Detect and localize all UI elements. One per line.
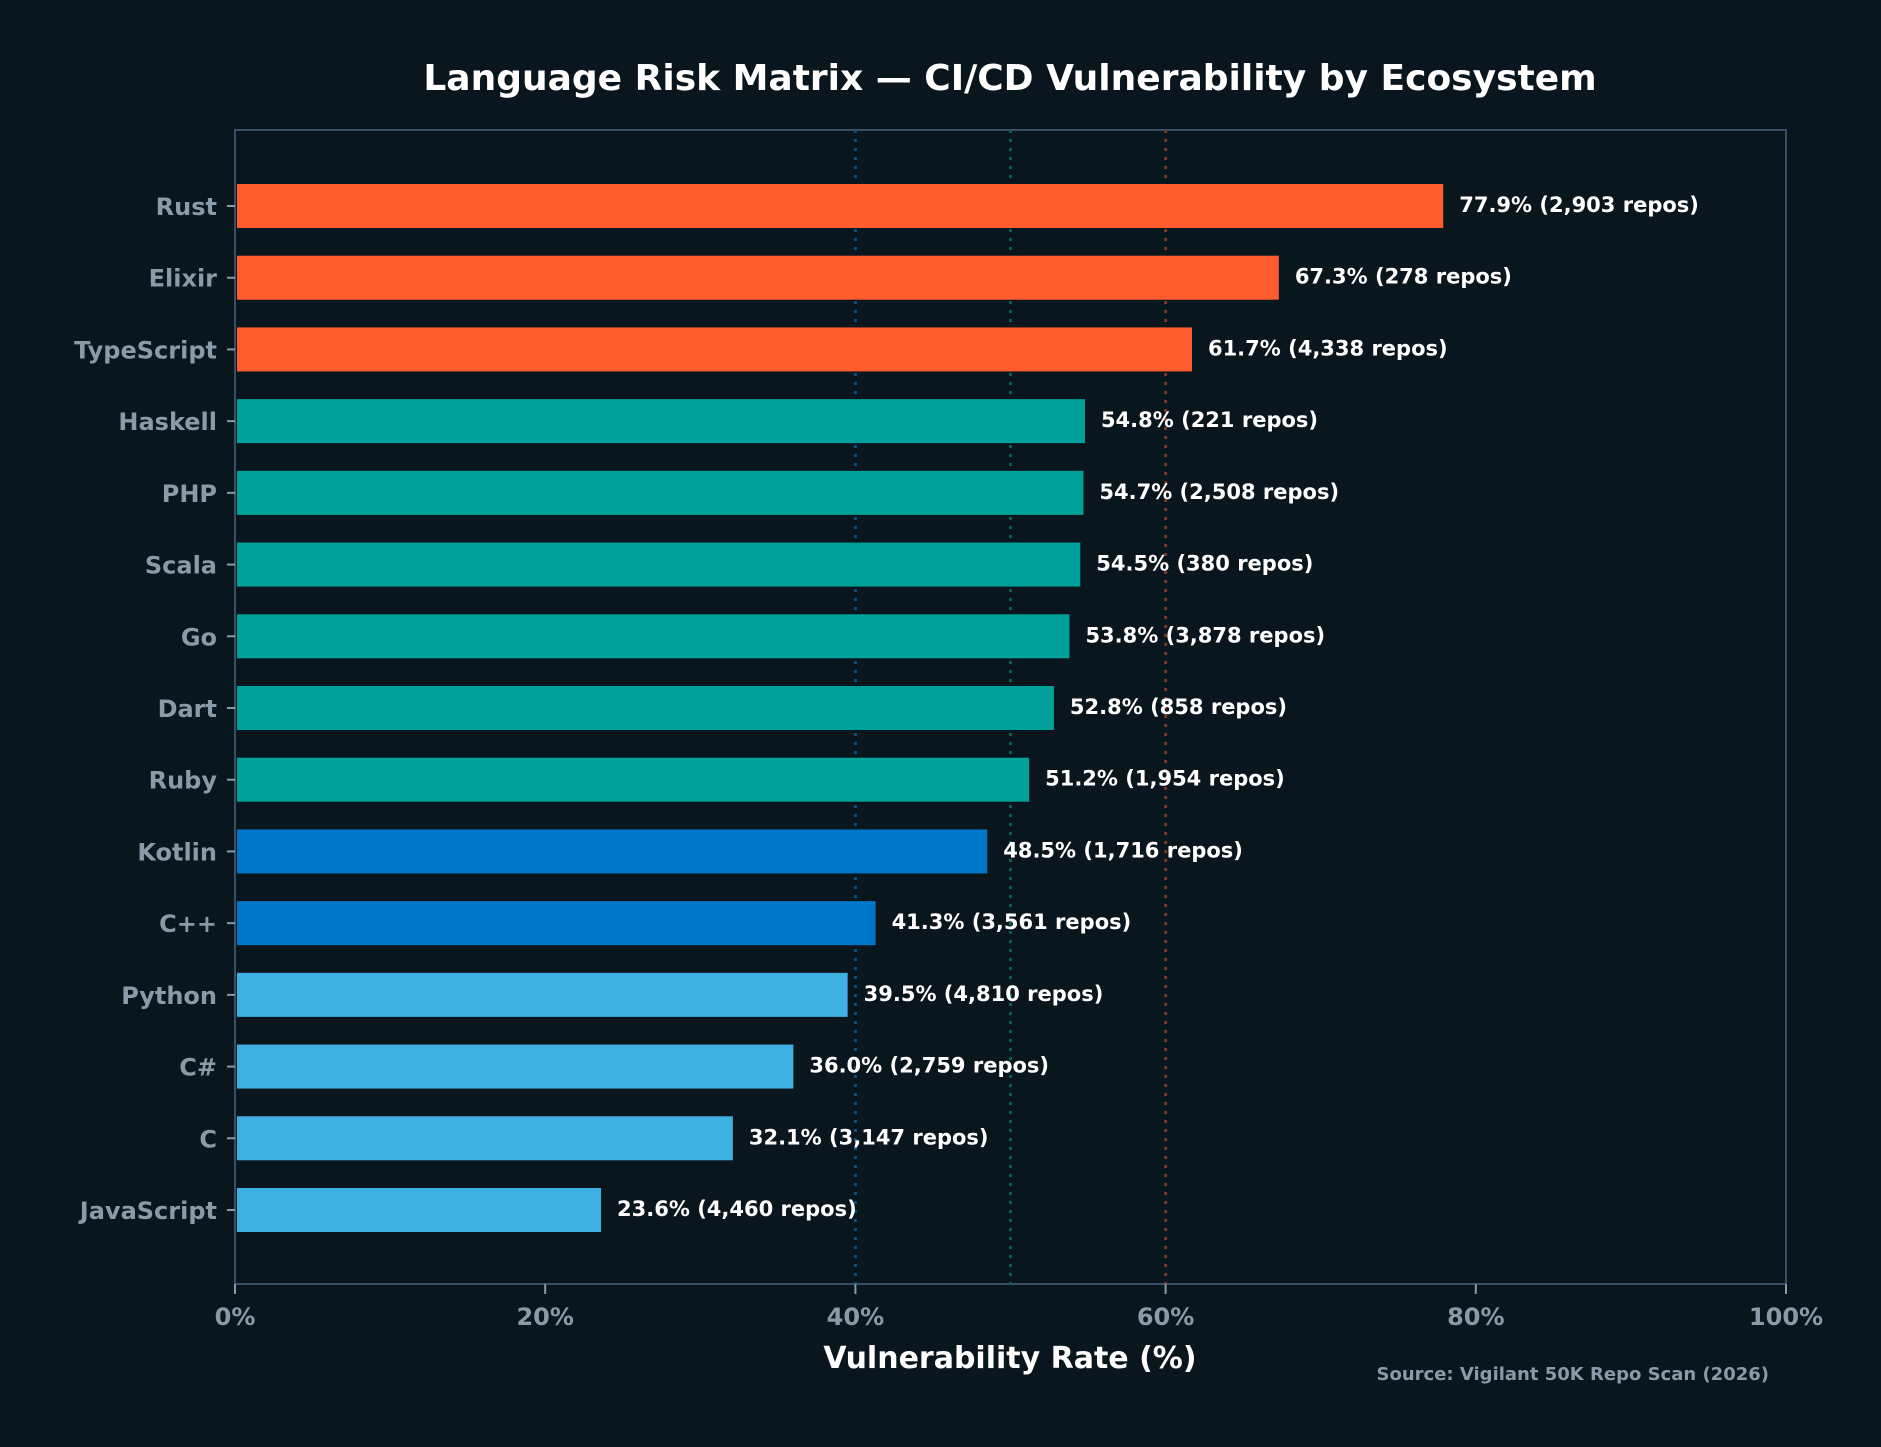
data-label: 32.1% (3,147 repos) <box>749 1125 989 1149</box>
y-tick-label: C# <box>179 1054 217 1082</box>
x-tick-label: 100% <box>1749 1303 1823 1331</box>
x-tick-label: 0% <box>215 1303 256 1331</box>
bar <box>237 972 848 1017</box>
data-label: 23.6% (4,460 repos) <box>617 1197 857 1221</box>
x-tick-label: 80% <box>1447 1303 1504 1331</box>
bar <box>237 470 1084 515</box>
y-tick-label: Kotlin <box>137 838 217 866</box>
y-tick-label: PHP <box>162 480 217 508</box>
bar <box>237 327 1192 372</box>
data-label: 48.5% (1,716 repos) <box>1003 838 1243 862</box>
data-label: 54.5% (380 repos) <box>1096 552 1313 576</box>
bar <box>237 1188 602 1232</box>
bar <box>237 184 1444 228</box>
x-tick-label: 40% <box>827 1303 884 1331</box>
chart-title: Language Risk Matrix — CI/CD Vulnerabili… <box>423 58 1596 99</box>
source-note: Source: Vigilant 50K Repo Scan (2026) <box>1377 1364 1769 1385</box>
x-tick-label: 20% <box>516 1303 573 1331</box>
x-tick-label: 60% <box>1137 1303 1194 1331</box>
data-label: 39.5% (4,810 repos) <box>864 982 1104 1006</box>
y-tick-label: Haskell <box>118 408 217 436</box>
y-tick-label: C++ <box>159 910 217 938</box>
bar <box>237 686 1054 730</box>
y-tick-label: Dart <box>158 695 217 723</box>
data-label: 61.7% (4,338 repos) <box>1208 336 1448 360</box>
y-tick-label: Python <box>121 982 217 1010</box>
bar <box>237 757 1030 802</box>
y-tick-label: TypeScript <box>74 336 217 364</box>
data-label: 53.8% (3,878 repos) <box>1085 623 1325 647</box>
bar <box>237 614 1070 659</box>
data-label: 67.3% (278 repos) <box>1295 265 1512 289</box>
data-label: 36.0% (2,759 repos) <box>809 1054 1049 1078</box>
bar <box>237 1116 733 1161</box>
x-axis-label: Vulnerability Rate (%) <box>823 1341 1196 1376</box>
data-label: 54.7% (2,508 repos) <box>1099 480 1339 504</box>
bar <box>237 399 1085 444</box>
data-label: 41.3% (3,561 repos) <box>892 910 1132 934</box>
bar <box>237 255 1279 300</box>
bar <box>237 829 988 874</box>
data-label: 54.8% (221 repos) <box>1101 408 1318 432</box>
bar <box>237 542 1081 587</box>
data-label: 51.2% (1,954 repos) <box>1045 767 1285 791</box>
y-tick-label: Scala <box>145 552 217 580</box>
y-tick-label: Elixir <box>149 265 218 293</box>
y-tick-label: C <box>199 1125 217 1153</box>
y-tick-label: Ruby <box>149 767 218 795</box>
y-tick-label: Go <box>181 623 217 651</box>
data-label: 52.8% (858 repos) <box>1070 695 1287 719</box>
data-label: 77.9% (2,903 repos) <box>1459 193 1699 217</box>
bar <box>237 901 876 946</box>
y-tick-label: JavaScript <box>78 1197 217 1225</box>
bar <box>237 1044 794 1089</box>
y-tick-label: Rust <box>156 193 217 221</box>
